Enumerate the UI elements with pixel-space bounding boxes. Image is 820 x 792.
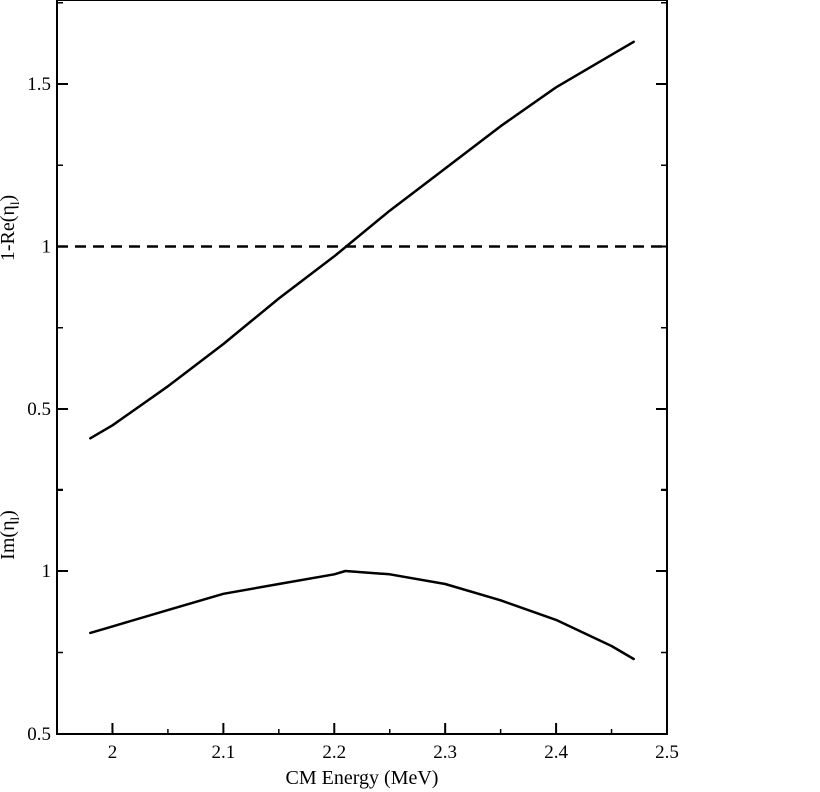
x-tick-label: 2.4 [544, 742, 568, 763]
plot-frame [56, 0, 668, 735]
ticks [56, 2, 668, 735]
x-tick-label: 2 [108, 742, 118, 763]
svg-text:1-Re(ηl): 1-Re(ηl) [0, 195, 22, 261]
y-label-bottom-sub: l [7, 516, 22, 520]
y-label-bottom-close: ) [0, 510, 19, 517]
y-tick-label: 1 [42, 237, 52, 258]
series-line-panel-1 [89, 40, 635, 440]
series-line-panel-2 [89, 569, 635, 661]
tick-labels: 2 2.1 2.2 2.3 2.4 2.5 0.5 1 1.5 0.5 1 [27, 74, 679, 763]
y-axis-label-bottom: Im(ηl) [0, 510, 22, 560]
x-tick-label: 2.3 [433, 742, 457, 763]
x-tick-label: 2.1 [211, 742, 235, 763]
y-tick-label: 0.5 [27, 399, 51, 420]
y-label-bottom-main: Im(η [0, 520, 19, 559]
x-tick-label: 2.2 [322, 742, 346, 763]
x-axis-label: CM Energy (MeV) [286, 767, 439, 789]
svg-text:Im(ηl): Im(ηl) [0, 510, 22, 560]
y-label-top-main: 1-Re(η [0, 205, 19, 261]
y-label-top-close: ) [0, 195, 19, 202]
y-tick-label: 1.5 [27, 74, 51, 95]
series-lines [57, 40, 667, 661]
y-tick-label: 1 [42, 561, 52, 582]
x-tick-label: 2.5 [655, 742, 679, 763]
y-axis-label-top: 1-Re(ηl) [0, 195, 22, 261]
y-tick-label: 0.5 [27, 724, 51, 745]
y-label-top-sub: l [7, 201, 22, 205]
